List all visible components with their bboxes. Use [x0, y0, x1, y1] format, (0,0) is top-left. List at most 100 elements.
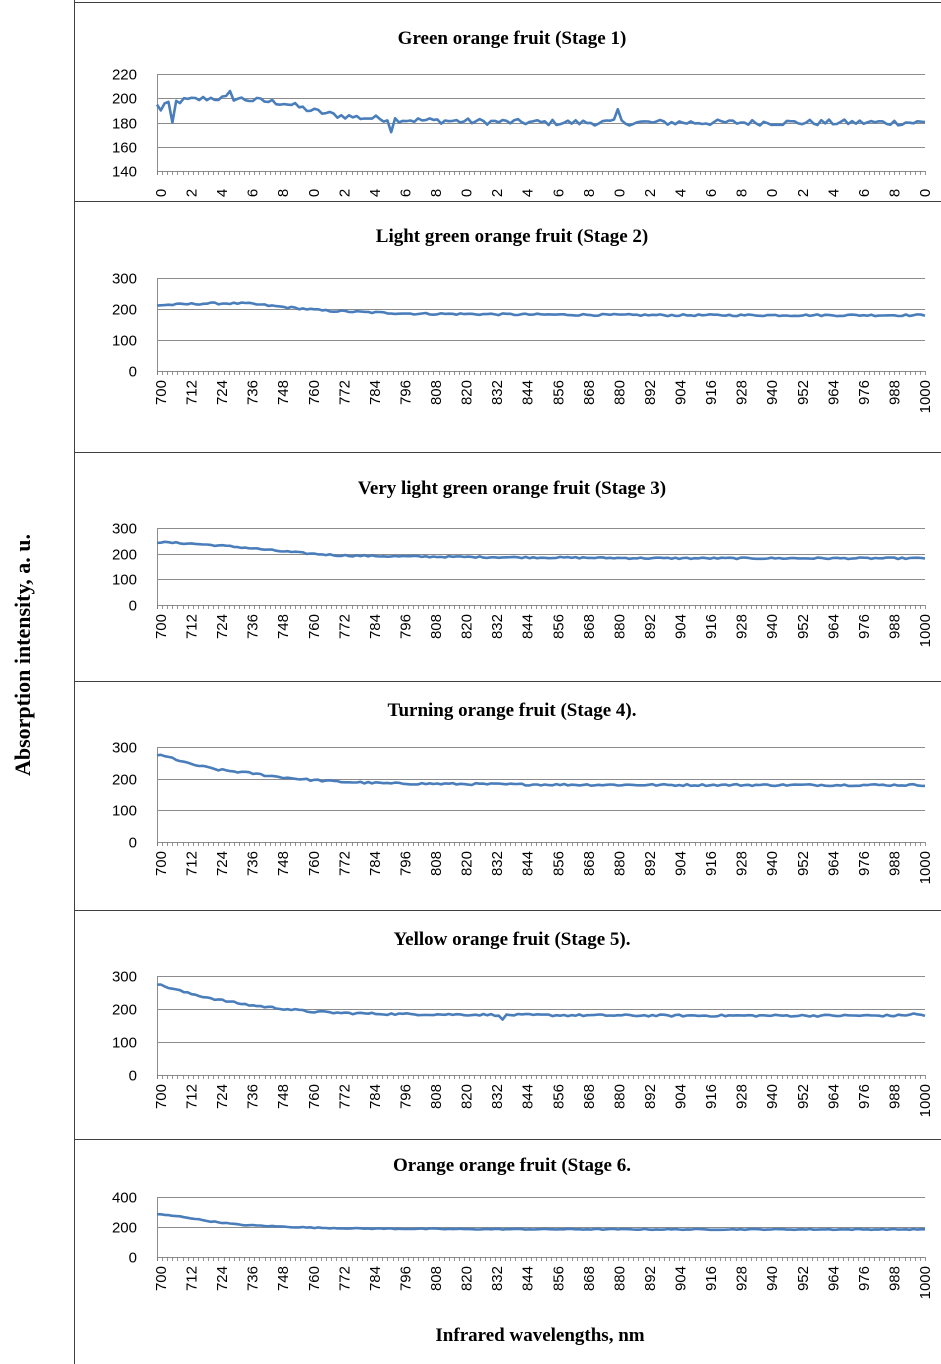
- x-tick-label: 964: [825, 1266, 842, 1291]
- y-tick-label: 300: [112, 271, 137, 288]
- x-tick-label: 916: [703, 1266, 720, 1291]
- chart-title: Turning orange fruit (Stage 4).: [388, 700, 637, 721]
- x-axis-ticks: [157, 605, 926, 609]
- x-tick-label: 0: [764, 189, 781, 197]
- x-tick-label: 796: [397, 851, 414, 876]
- x-tick-label: 820: [459, 1266, 476, 1291]
- x-tick-label: 748: [275, 614, 292, 639]
- x-tick-label: 724: [214, 1084, 231, 1109]
- x-tick-label: 760: [306, 614, 323, 639]
- x-tick-label: 4: [367, 189, 384, 197]
- x-tick-label: 880: [611, 1266, 628, 1291]
- x-tick-label: 856: [550, 614, 567, 639]
- x-tick-label: 2: [184, 189, 201, 197]
- x-tick-label: 976: [856, 851, 873, 876]
- x-tick-label: 844: [520, 614, 537, 639]
- x-tick-label: 952: [795, 380, 812, 405]
- y-tick-label: 0: [129, 364, 137, 381]
- x-tick-label: 784: [367, 614, 384, 639]
- x-tick-label: 8: [734, 189, 751, 197]
- x-tick-label: 892: [642, 1266, 659, 1291]
- x-tick-label: 808: [428, 1266, 445, 1291]
- x-tick-label: 808: [428, 1084, 445, 1109]
- x-tick-label: 700: [153, 1084, 170, 1109]
- x-tick-label: 724: [214, 851, 231, 876]
- x-tick-label: 724: [214, 380, 231, 405]
- x-tick-label: 2: [642, 189, 659, 197]
- x-tick-label: 2: [336, 189, 353, 197]
- x-tick-label: 748: [275, 1266, 292, 1291]
- y-tick-label: 0: [129, 598, 137, 615]
- y-tick-label: 100: [112, 803, 137, 820]
- x-tick-label: 928: [734, 1084, 751, 1109]
- x-tick-label: 796: [397, 614, 414, 639]
- y-tick-label: 0: [129, 835, 137, 852]
- chart-panel-6: Orange orange fruit (Stage 6. 0 200 400 700 7…: [112, 1155, 934, 1299]
- x-tick-label: 772: [336, 1084, 353, 1109]
- chart-title: Orange orange fruit (Stage 6.: [393, 1155, 631, 1176]
- y-tick-label: 200: [112, 547, 137, 564]
- x-tick-label: 808: [428, 614, 445, 639]
- x-tick-label: 8: [428, 189, 445, 197]
- x-tick-label: 868: [581, 851, 598, 876]
- x-tick-label: 0: [459, 189, 476, 197]
- x-tick-label: 832: [489, 1266, 506, 1291]
- series-line: [156, 301, 926, 318]
- y-tick-label: 300: [112, 740, 137, 757]
- x-tick-label: 1000: [917, 1084, 934, 1117]
- x-tick-label: 892: [642, 851, 659, 876]
- y-tick-label: 400: [112, 1190, 137, 1207]
- x-tick-label: 880: [611, 380, 628, 405]
- x-tick-label: 820: [459, 380, 476, 405]
- x-axis-ticks: [157, 842, 926, 846]
- x-tick-label: 880: [611, 614, 628, 639]
- x-tick-label: 856: [550, 380, 567, 405]
- y-tick-label: 220: [112, 67, 137, 84]
- x-tick-label: 832: [489, 614, 506, 639]
- x-tick-label: 952: [795, 1084, 812, 1109]
- x-tick-label: 784: [367, 380, 384, 405]
- x-tick-label: 832: [489, 1084, 506, 1109]
- x-tick-label: 916: [703, 851, 720, 876]
- series-line: [156, 1212, 926, 1232]
- x-tick-label: 6: [245, 189, 262, 197]
- x-tick-label: 856: [550, 1266, 567, 1291]
- y-tick-label: 100: [112, 572, 137, 589]
- chart-title: Green orange fruit (Stage 1): [398, 28, 627, 49]
- x-tick-label: 0: [611, 189, 628, 197]
- x-tick-label: 880: [611, 1084, 628, 1109]
- x-tick-label: 832: [489, 851, 506, 876]
- x-tick-label: 940: [764, 380, 781, 405]
- x-tick-label: 2: [795, 189, 812, 197]
- x-tick-label: 988: [886, 851, 903, 876]
- chart-panel-1: Green orange fruit (Stage 1)140160180200…: [75, 2, 941, 202]
- x-tick-label: 8: [275, 189, 292, 197]
- x-tick-label: 772: [336, 851, 353, 876]
- x-tick-label: 940: [764, 614, 781, 639]
- series-line: [156, 753, 926, 788]
- x-tick-label: 700: [153, 380, 170, 405]
- x-tick-label: 4: [825, 189, 842, 197]
- x-tick-label: 760: [306, 1084, 323, 1109]
- x-tick-label: 988: [886, 614, 903, 639]
- x-tick-label: 820: [459, 1084, 476, 1109]
- y-tick-label: 0: [129, 1250, 137, 1267]
- x-tick-label: 832: [489, 380, 506, 405]
- x-tick-label: 976: [856, 614, 873, 639]
- x-tick-label: 868: [581, 1084, 598, 1109]
- x-tick-label: 1000: [917, 614, 934, 647]
- x-tick-label: 964: [825, 1084, 842, 1109]
- x-tick-label: 844: [520, 851, 537, 876]
- x-tick-label: 904: [673, 614, 690, 639]
- chart-panel-3: Very light green orange fruit (Stage 3) 0…: [75, 478, 941, 682]
- x-tick-label: 4: [673, 189, 690, 197]
- x-tick-label: 904: [673, 851, 690, 876]
- x-tick-label: 712: [184, 1266, 201, 1291]
- x-tick-label: 916: [703, 614, 720, 639]
- y-tick-label: 0: [129, 1068, 137, 1085]
- x-tick-label: 6: [856, 189, 873, 197]
- x-tick-label: 772: [336, 1266, 353, 1291]
- x-tick-label: 964: [825, 851, 842, 876]
- x-tick-label: 796: [397, 380, 414, 405]
- x-tick-label: 8: [581, 189, 598, 197]
